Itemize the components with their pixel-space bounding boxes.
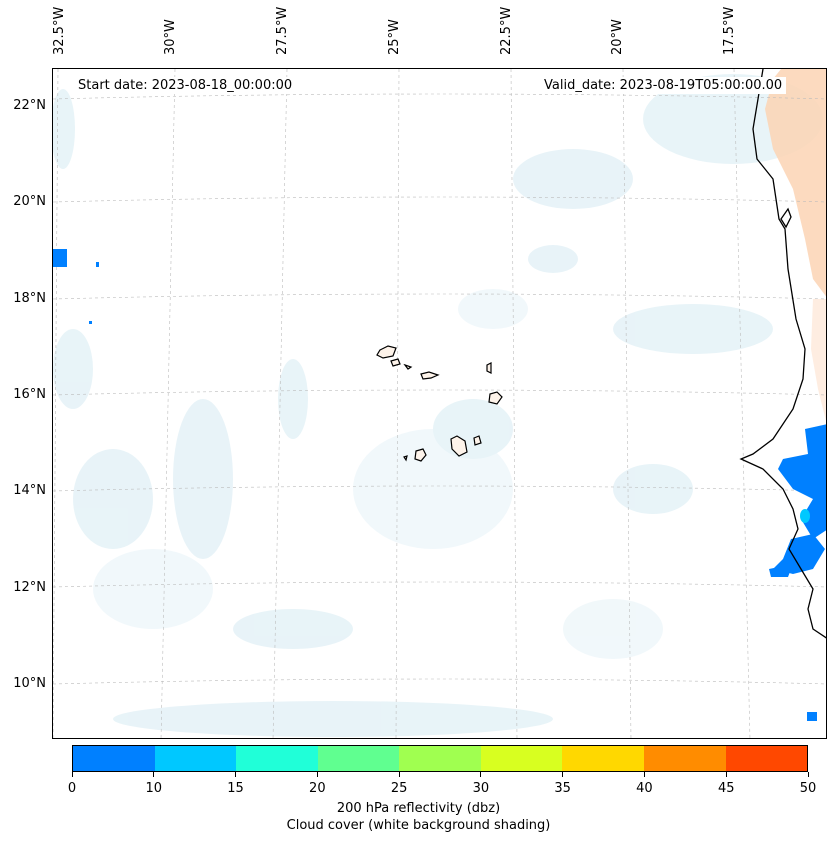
colorbar-segment: [317, 746, 400, 771]
colorbar-tick-mark: [398, 772, 400, 777]
colorbar-tick-label: 50: [799, 781, 817, 796]
colorbar-segment: [725, 746, 808, 771]
colorbar-tick-mark: [316, 772, 318, 777]
latitude-label-16n: 16°N: [13, 387, 46, 402]
latitude-label-22n: 22°N: [13, 98, 46, 113]
colorbar-tick-mark: [562, 772, 564, 777]
longitude-label-17-5w: 17.5°W: [722, 6, 737, 55]
colorbar-tick-label: 25: [390, 781, 408, 796]
coastline: [739, 69, 826, 639]
latitude-label-10n: 10°N: [13, 676, 46, 691]
colorbar-segment: [236, 746, 318, 771]
longitude-label-22-5w: 22.5°W: [499, 6, 514, 55]
colorbar-segment: [73, 746, 155, 771]
colorbar-tick-mark: [643, 772, 645, 777]
colorbar-tick-label: 45: [717, 781, 735, 796]
longitude-label-32-5w: 32.5°W: [52, 6, 67, 55]
colorbar-tick-label: 30: [472, 781, 490, 796]
colorbar: [72, 745, 808, 772]
colorbar-tick-mark: [153, 772, 155, 777]
colorbar-tick-mark: [480, 772, 482, 777]
colorbar-tick-label: 10: [145, 781, 163, 796]
latitude-label-12n: 12°N: [13, 580, 46, 595]
map-canvas: [53, 69, 826, 738]
longitude-label-25w: 25°W: [387, 19, 402, 55]
valid-date-label: Valid_date: 2023-08-19T05:00:00.00: [540, 77, 787, 94]
colorbar-tick-label: 20: [309, 781, 326, 796]
latitude-label-14n: 14°N: [13, 483, 46, 498]
colorbar-segment: [154, 746, 237, 771]
colorbar-tick-mark: [235, 772, 237, 777]
reflectivity-core: [800, 509, 810, 523]
map-panel: [52, 68, 827, 739]
colorbar-tick-mark: [725, 772, 727, 777]
start-date-label: Start date: 2023-08-18_00:00:00: [74, 77, 297, 94]
colorbar-segment: [643, 746, 726, 771]
colorbar-tick-mark: [71, 772, 73, 777]
longitude-label-20w: 20°W: [610, 19, 625, 55]
longitude-label-27-5w: 27.5°W: [275, 6, 290, 55]
graticule: [53, 69, 826, 738]
colorbar-tick-label: 40: [636, 781, 653, 796]
colorbar-segment: [562, 746, 644, 771]
colorbar-tick-label: 0: [67, 781, 77, 796]
latitude-label-18n: 18°N: [13, 291, 46, 306]
reflectivity-shading: [53, 249, 826, 721]
colorbar-tick-mark: [807, 772, 809, 777]
latitude-label-20n: 20°N: [13, 194, 46, 209]
land-surface-shading: [765, 69, 826, 297]
colorbar-tick-label: 35: [554, 781, 571, 796]
colorbar-label-reflectivity: 200 hPa reflectivity (dbz): [336, 801, 501, 816]
colorbar-label-cloud-cover: Cloud cover (white background shading): [286, 818, 551, 833]
colorbar-tick-label: 15: [227, 781, 244, 796]
colorbar-segment: [480, 746, 563, 771]
longitude-label-30w: 30°W: [163, 19, 178, 55]
cloud-cover-shading-light: [93, 289, 663, 659]
cape-verde-islands: [376, 345, 503, 462]
cloud-cover-shading: [53, 74, 823, 737]
colorbar-segment: [399, 746, 481, 771]
